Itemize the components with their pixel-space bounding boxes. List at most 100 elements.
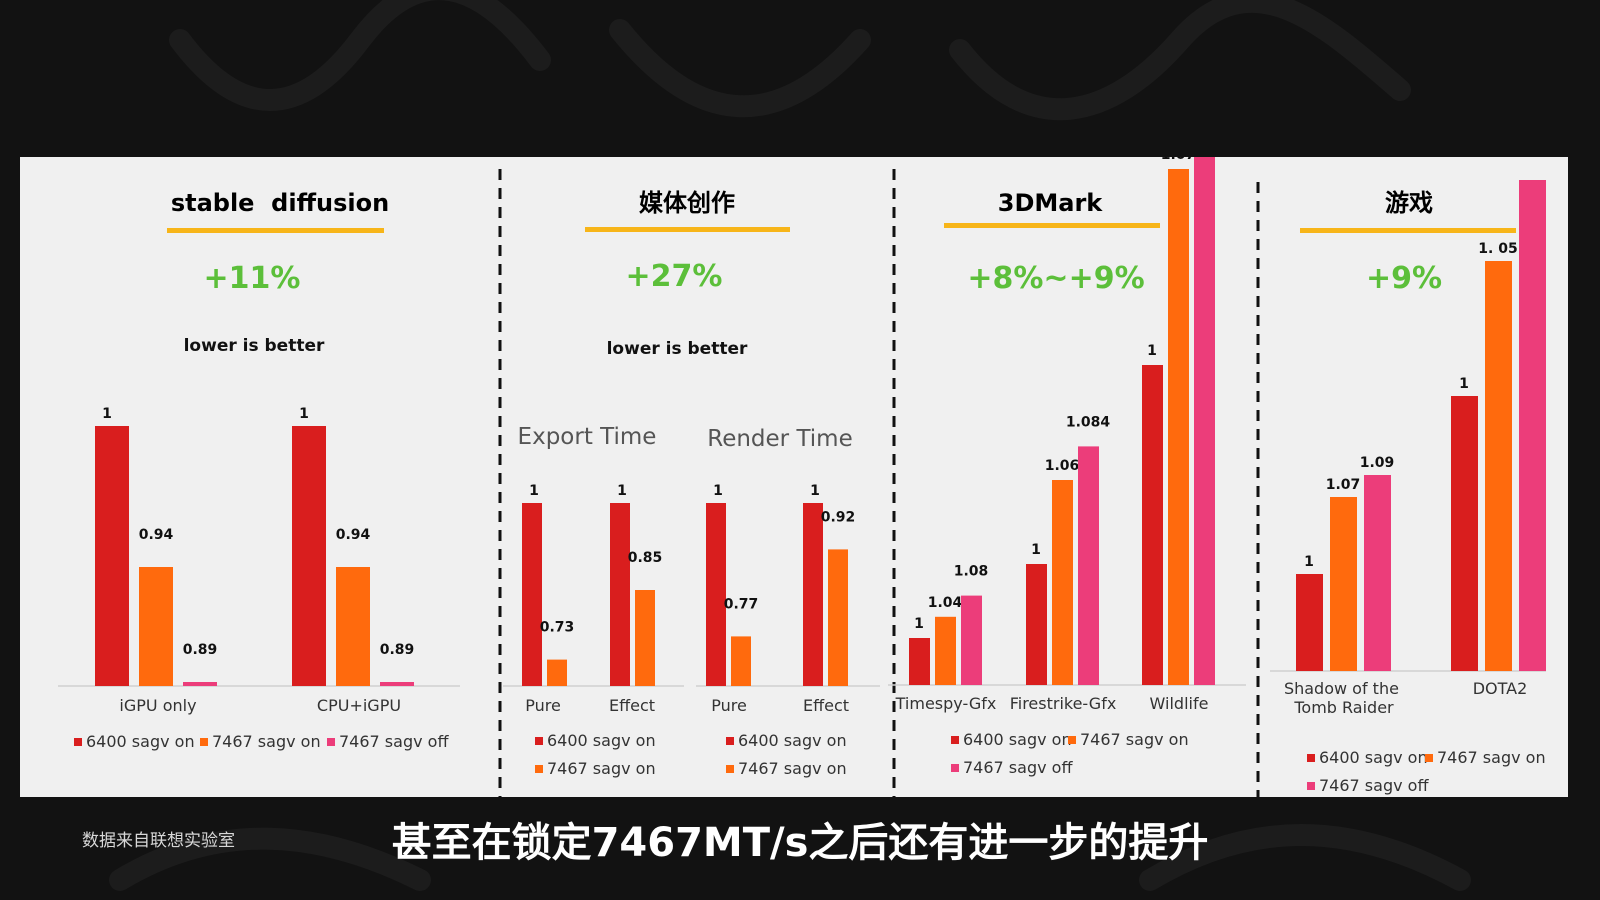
category-label: iGPU only	[119, 696, 196, 715]
section-title: 3DMark	[998, 189, 1104, 217]
data-label: 1.08	[954, 564, 989, 580]
title-underline	[585, 227, 790, 232]
data-label: 0.89	[380, 642, 415, 658]
category-label-line: Tomb Raider	[1293, 698, 1394, 717]
data-label: 1.04	[928, 595, 963, 611]
legend-label: 7467 sagv on	[1437, 748, 1546, 767]
gain-annotation: +11%	[204, 261, 301, 296]
data-label: 0.94	[139, 527, 174, 543]
bar	[336, 567, 370, 686]
data-label: 1.09	[1360, 455, 1395, 471]
source-note: 数据来自联想实验室	[82, 831, 235, 851]
legend-swatch	[535, 737, 543, 745]
lower-is-better-note: lower is better	[184, 336, 325, 356]
legend-swatch	[1068, 736, 1076, 744]
bar	[1194, 157, 1215, 685]
category-label: Wildlife	[1150, 694, 1209, 713]
legend-label: 6400 sagv on	[738, 731, 847, 750]
section-title: 媒体创作	[639, 189, 735, 217]
video-subtitle: 甚至在锁定7467MT/s之后还有进一步的提升	[391, 820, 1209, 866]
data-label: 0.73	[540, 620, 575, 636]
legend-label: 7467 sagv on	[547, 759, 656, 778]
legend-label: 6400 sagv on	[547, 731, 656, 750]
legend-label: 7467 sagv off	[963, 758, 1073, 777]
chart-svg: stable diffusion +11% lower is better 10…	[58, 157, 1546, 797]
data-label: 1	[914, 616, 924, 632]
category-label: Pure	[711, 696, 747, 715]
category-label: CPU+iGPU	[317, 696, 401, 715]
category-label: Timespy-Gfx	[895, 694, 997, 713]
bar	[1485, 261, 1512, 671]
data-label: 1.07	[1161, 157, 1196, 163]
data-label: 1	[1304, 554, 1314, 570]
gain-annotation: +9%	[1366, 261, 1442, 296]
legend-swatch	[200, 738, 208, 746]
bar	[1296, 574, 1323, 671]
category-label: Effect	[803, 696, 849, 715]
lower-is-better-note: lower is better	[607, 339, 748, 359]
data-label: 1	[1147, 343, 1157, 359]
data-label: 1	[1459, 376, 1469, 392]
bar	[1026, 564, 1047, 685]
data-label: 1	[102, 406, 112, 422]
legend-label: 7467 sagv on	[738, 759, 847, 778]
bar	[803, 503, 823, 686]
legend-swatch	[1425, 754, 1433, 762]
data-label: 1	[617, 483, 627, 499]
bar	[522, 503, 542, 686]
section-stable-diffusion: stable diffusion +11% lower is better 1 0…	[58, 189, 460, 751]
bar	[183, 682, 217, 686]
bar	[1078, 446, 1099, 685]
section-media-creation: 媒体创作 +27% lower is better Export Time Re…	[503, 189, 880, 778]
title-underline	[167, 228, 384, 233]
legend-label: 7467 sagv off	[1319, 776, 1429, 795]
title-underline	[944, 223, 1160, 228]
category-label: Effect	[609, 696, 655, 715]
data-label: 0.89	[183, 642, 218, 658]
bar	[828, 549, 848, 686]
data-label: 1	[299, 406, 309, 422]
category-label: Pure	[525, 696, 561, 715]
data-label: 1.084	[1066, 414, 1111, 430]
category-label: Shadow of the Tomb Raider	[1284, 679, 1404, 717]
data-label: 1. 05	[1478, 241, 1517, 257]
data-label: 0.85	[628, 550, 663, 566]
legend-label: 7467 sagv on	[212, 732, 321, 751]
legend-label: 7467 sagv off	[339, 732, 449, 751]
gain-annotation: +27%	[626, 259, 723, 294]
legend-swatch	[1307, 782, 1315, 790]
section-3dmark: 3DMark +8%~+9% 11.041.0811.061.08411.071…	[888, 157, 1246, 777]
legend-label: 6400 sagv on	[86, 732, 195, 751]
data-label: 0.92	[821, 509, 856, 525]
legend-swatch	[951, 736, 959, 744]
data-label: 1	[529, 483, 539, 499]
data-label: 1	[810, 483, 820, 499]
bar	[706, 503, 726, 686]
section-title: stable diffusion	[171, 189, 389, 217]
bar	[731, 636, 751, 686]
bar	[935, 616, 956, 685]
data-label: 1	[1031, 542, 1041, 558]
subchart-title: Export Time	[518, 424, 657, 450]
bar	[909, 638, 930, 685]
legend-swatch	[726, 737, 734, 745]
bar	[1519, 180, 1546, 671]
title-underline	[1300, 228, 1516, 233]
bar	[1451, 396, 1478, 671]
bar	[95, 426, 129, 686]
bar	[292, 426, 326, 686]
bar	[547, 659, 567, 686]
legend-swatch	[1307, 754, 1315, 762]
legend-swatch	[535, 765, 543, 773]
legend-label: 6400 sagv on	[1319, 748, 1428, 767]
bar	[139, 567, 173, 686]
gain-annotation: +8%~+9%	[967, 261, 1144, 296]
bar	[1052, 480, 1073, 685]
category-label-line: Shadow of the	[1284, 679, 1399, 698]
